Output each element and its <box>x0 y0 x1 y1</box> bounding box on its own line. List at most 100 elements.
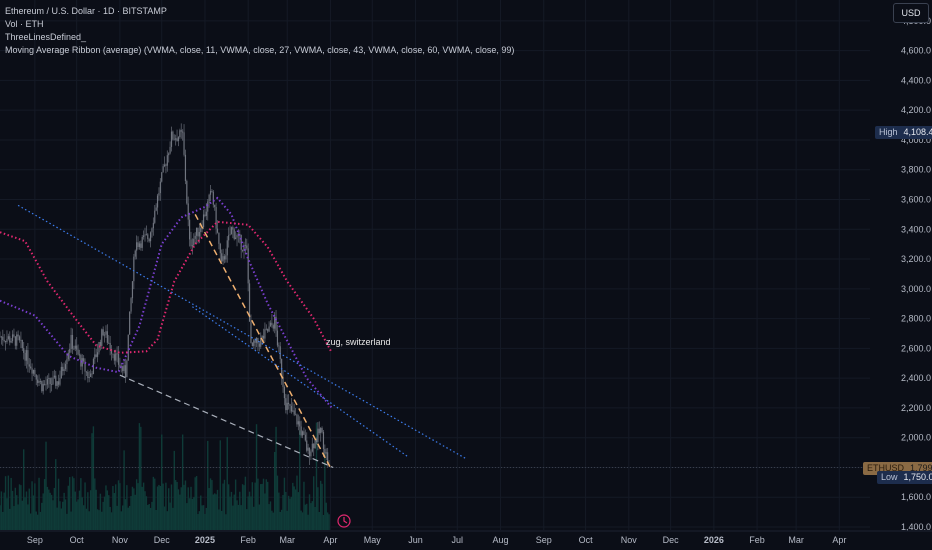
candle-body <box>214 204 216 208</box>
candle-body <box>31 368 33 374</box>
chart-annotation[interactable]: zug, switzerland <box>326 337 391 347</box>
x-tick-label: Nov <box>621 535 638 545</box>
candle-body <box>268 326 270 332</box>
volume-bar <box>260 484 262 530</box>
candle-body <box>64 364 67 370</box>
volume-bar <box>233 494 235 530</box>
candle-body <box>42 383 44 392</box>
volume-bar <box>158 484 160 530</box>
volume-bar <box>28 488 30 530</box>
volume-bar <box>149 507 152 530</box>
candle-body <box>223 256 226 260</box>
candle-body <box>265 328 267 330</box>
candle-body <box>50 384 53 385</box>
candle-body <box>307 447 309 451</box>
candle-body <box>215 207 217 229</box>
symbol-title[interactable]: Ethereum / U.S. Dollar · 1D · BITSTAMP <box>5 6 167 16</box>
candle-body <box>95 354 97 357</box>
volume-bar <box>3 492 5 530</box>
candle-body <box>74 345 76 349</box>
volume-bar <box>254 482 256 530</box>
candle-body <box>267 328 269 332</box>
volume-bar <box>18 484 21 530</box>
candle-body <box>24 352 26 361</box>
candle-body <box>147 234 149 240</box>
candle-body <box>202 214 205 228</box>
candle-body <box>10 341 12 343</box>
candle-body <box>88 376 90 378</box>
candle-body <box>283 386 286 399</box>
candle-body <box>172 131 174 140</box>
volume-bar <box>0 491 3 530</box>
volume-bar <box>121 505 124 530</box>
candle-body <box>313 443 315 449</box>
y-tick-label: 1,400.0 <box>901 522 931 532</box>
volume-bar <box>174 480 177 530</box>
time-axis[interactable]: Sep Oct Nov Dec 2025 Feb Mar Apr May Jun Jul Aug Sep… <box>0 530 932 545</box>
candle-body <box>4 341 7 343</box>
candle-body <box>179 130 181 138</box>
volume-bar <box>218 509 220 530</box>
volume-bar <box>55 459 57 530</box>
candle-body <box>306 440 308 451</box>
candle-body <box>134 250 136 257</box>
volume-bar <box>297 492 300 530</box>
volume-bar <box>317 487 319 530</box>
x-tick-label: Oct <box>70 535 85 545</box>
candle-body <box>211 191 213 192</box>
volume-bar <box>188 498 191 530</box>
candle-body <box>136 242 138 251</box>
candle-body <box>219 243 221 254</box>
candle-body <box>274 316 276 329</box>
volume-bar <box>301 512 304 530</box>
candle-body <box>113 354 115 361</box>
currency-button[interactable]: USD <box>893 3 929 23</box>
volume-bar <box>293 486 295 530</box>
volume-bar <box>243 485 245 530</box>
candle-body <box>322 431 325 449</box>
volume-bar <box>190 486 192 530</box>
price-axis[interactable]: 4,800.04,600.04,400.04,200.04,000.03,800… <box>870 0 932 550</box>
threelines-indicator-label[interactable]: ThreeLinesDefined_ <box>5 32 87 42</box>
candle-body <box>151 228 153 233</box>
candle-body <box>37 379 39 383</box>
volume-bar <box>115 484 117 530</box>
x-tick-label: Apr <box>832 535 846 545</box>
candle-body <box>286 402 288 411</box>
volume-indicator-label[interactable]: Vol · ETH <box>5 19 44 29</box>
ma-ribbon-indicator-label[interactable]: Moving Average Ribbon (average) (VWMA, c… <box>5 45 515 55</box>
volume-bar <box>74 491 76 530</box>
candle-body <box>165 164 167 166</box>
volume-bar <box>308 494 311 530</box>
candle-body <box>261 335 263 339</box>
volume-bar <box>137 483 139 530</box>
candle-body <box>73 348 75 350</box>
volume-bar <box>112 486 114 530</box>
volume-bar <box>20 485 22 530</box>
candle-body <box>184 154 187 182</box>
volume-bar <box>222 483 224 530</box>
alert-clock-icon[interactable] <box>337 514 351 528</box>
candle-body <box>269 322 272 327</box>
y-tick-label: 2,400.0 <box>901 373 931 383</box>
volume-bar <box>304 504 307 530</box>
candle-body <box>236 235 238 238</box>
candle-body <box>264 329 266 339</box>
volume-bar <box>253 506 255 530</box>
volume-bar <box>23 449 25 530</box>
y-tick-label: 4,000.0 <box>901 135 931 145</box>
volume-bar <box>69 477 71 530</box>
candle-body <box>117 354 120 365</box>
volume-bar <box>275 426 277 530</box>
volume-bar <box>168 488 170 530</box>
candle-body <box>225 255 227 260</box>
candle-body <box>27 350 29 365</box>
volume-bar <box>300 510 302 530</box>
volume-bar <box>11 490 14 530</box>
volume-bar <box>322 514 325 530</box>
volume-bar <box>215 494 217 530</box>
volume-bar <box>135 479 138 530</box>
volume-bar <box>24 497 26 530</box>
volume-bar <box>273 451 276 530</box>
